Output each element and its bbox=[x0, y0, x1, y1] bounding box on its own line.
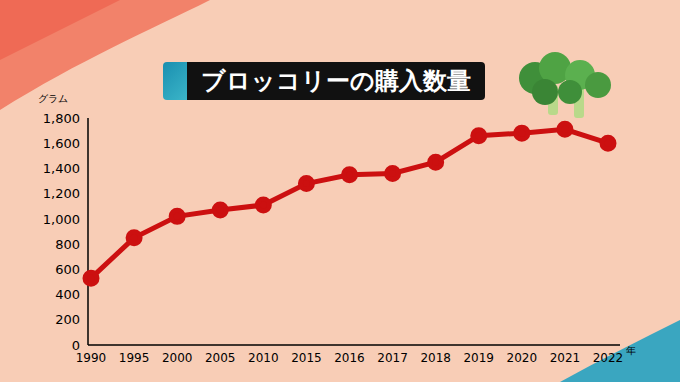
svg-text:2015: 2015 bbox=[291, 351, 322, 365]
svg-text:2021: 2021 bbox=[550, 351, 581, 365]
svg-text:1995: 1995 bbox=[119, 351, 150, 365]
svg-text:1,000: 1,000 bbox=[43, 212, 80, 227]
svg-text:2017: 2017 bbox=[377, 351, 408, 365]
svg-text:600: 600 bbox=[55, 262, 80, 277]
svg-text:2005: 2005 bbox=[205, 351, 236, 365]
html-text:ブロッコリーの購入数量: ブロッコリーの購入数量 bbox=[201, 67, 471, 95]
html-text:グラム: グラム bbox=[38, 93, 68, 104]
svg-text:2018: 2018 bbox=[420, 351, 451, 365]
svg-text:1,600: 1,600 bbox=[43, 136, 80, 151]
html-text:年: 年 bbox=[626, 345, 636, 356]
svg-text:2000: 2000 bbox=[162, 351, 193, 365]
svg-text:400: 400 bbox=[55, 287, 80, 302]
svg-text:2016: 2016 bbox=[334, 351, 365, 365]
svg-text:2010: 2010 bbox=[248, 351, 279, 365]
svg-text:2020: 2020 bbox=[507, 351, 538, 365]
svg-text:0: 0 bbox=[72, 338, 80, 353]
svg-text:1,800: 1,800 bbox=[43, 111, 80, 126]
svg-text:2022: 2022 bbox=[593, 351, 624, 365]
svg-text:2019: 2019 bbox=[463, 351, 494, 365]
svg-text:800: 800 bbox=[55, 237, 80, 252]
svg-text:1,400: 1,400 bbox=[43, 161, 80, 176]
svg-text:200: 200 bbox=[55, 312, 80, 327]
svg-text:1,200: 1,200 bbox=[43, 186, 80, 201]
svg-text:1990: 1990 bbox=[76, 351, 107, 365]
